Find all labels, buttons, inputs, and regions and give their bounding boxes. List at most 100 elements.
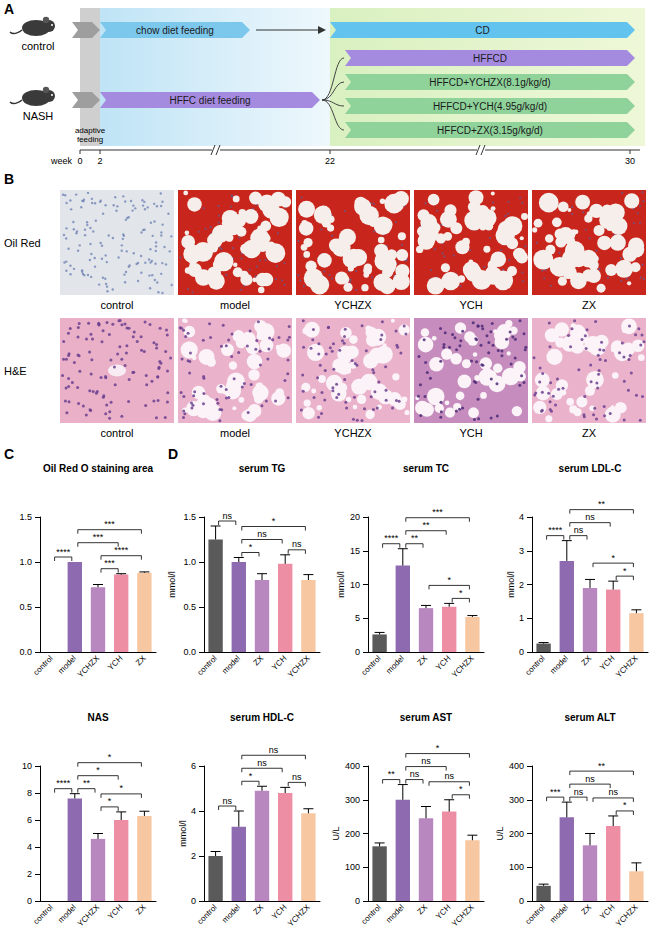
svg-text:3: 3	[519, 546, 524, 556]
svg-text:C: C	[4, 446, 14, 462]
svg-text:6: 6	[191, 761, 196, 771]
svg-text:*: *	[623, 566, 627, 576]
svg-text:0: 0	[519, 647, 524, 657]
svg-text:1: 1	[519, 613, 524, 623]
svg-text:control: control	[359, 654, 382, 677]
svg-text:D: D	[168, 446, 178, 462]
svg-text:model: model	[384, 903, 406, 925]
svg-text:YCH: YCH	[598, 903, 616, 921]
svg-text:5: 5	[355, 613, 360, 623]
svg-text:control: control	[100, 427, 133, 439]
svg-text:mmol/l: mmol/l	[167, 571, 177, 598]
svg-text:control: control	[195, 654, 218, 677]
svg-text:0: 0	[77, 156, 82, 166]
svg-text:***: ***	[104, 519, 115, 529]
svg-text:NASH: NASH	[23, 110, 54, 122]
svg-text:YCHZX: YCHZX	[450, 653, 476, 679]
svg-text:ns: ns	[421, 756, 431, 766]
svg-text:22: 22	[325, 156, 335, 166]
svg-text:0: 0	[355, 896, 360, 906]
svg-text:*: *	[623, 800, 627, 810]
svg-text:0.0: 0.0	[183, 647, 196, 657]
svg-text:0: 0	[191, 896, 196, 906]
svg-text:0: 0	[355, 647, 360, 657]
svg-text:*: *	[108, 796, 112, 806]
svg-text:****: ****	[384, 533, 399, 543]
svg-text:mmol/l: mmol/l	[336, 571, 346, 598]
svg-text:HFFCD+YCH(4.95g/kg/d): HFFCD+YCH(4.95g/kg/d)	[433, 101, 547, 112]
svg-text:0.0: 0.0	[19, 647, 32, 657]
svg-text:YCH: YCH	[106, 654, 124, 672]
svg-text:HFFCD+YCHZX(8.1g/kg/d): HFFCD+YCHZX(8.1g/kg/d)	[429, 77, 550, 88]
svg-text:ZX: ZX	[134, 902, 148, 916]
svg-text:ZX: ZX	[252, 653, 266, 667]
svg-text:model: model	[548, 654, 570, 676]
svg-text:****: ****	[56, 778, 71, 788]
svg-text:0.5: 0.5	[183, 602, 196, 612]
svg-text:HFFCD+ZX(3.15g/kg/d): HFFCD+ZX(3.15g/kg/d)	[437, 125, 543, 136]
svg-text:model: model	[384, 654, 406, 676]
svg-text:200: 200	[345, 829, 360, 839]
svg-text:YCHZX: YCHZX	[614, 653, 640, 679]
svg-text:**: **	[598, 761, 606, 771]
svg-text:model: model	[548, 903, 570, 925]
svg-text:control: control	[31, 903, 54, 926]
svg-text:**: **	[388, 769, 396, 779]
svg-text:YCH: YCH	[270, 654, 288, 672]
svg-text:U/L: U/L	[331, 826, 341, 840]
svg-text:400: 400	[345, 761, 360, 771]
svg-text:ZX: ZX	[416, 902, 430, 916]
svg-text:chow diet feeding: chow diet feeding	[136, 25, 214, 36]
svg-text:serum HDL-C: serum HDL-C	[230, 712, 294, 723]
svg-text:YCH: YCH	[106, 903, 124, 921]
svg-text:4: 4	[191, 806, 196, 816]
svg-text:ZX: ZX	[416, 653, 430, 667]
svg-text:YCH: YCH	[459, 299, 482, 311]
svg-text:****: ****	[114, 545, 129, 555]
svg-text:ns: ns	[292, 539, 302, 549]
svg-text:mmol/l: mmol/l	[178, 820, 188, 847]
svg-text:YCH: YCH	[434, 654, 452, 672]
svg-text:*: *	[96, 765, 100, 775]
svg-text:NAS: NAS	[87, 712, 108, 723]
svg-text:*: *	[249, 771, 253, 781]
svg-text:Oil Red O staining area: Oil Red O staining area	[43, 463, 153, 474]
svg-text:30: 30	[625, 156, 635, 166]
svg-text:HFFCD: HFFCD	[473, 53, 507, 64]
svg-text:serum LDL-C: serum LDL-C	[559, 463, 622, 474]
svg-text:YCHZX: YCHZX	[450, 902, 476, 928]
svg-text:feeding: feeding	[77, 135, 103, 144]
svg-text:model: model	[220, 427, 250, 439]
svg-text:2: 2	[27, 869, 32, 879]
svg-text:ns: ns	[574, 525, 584, 535]
svg-text:8: 8	[27, 788, 32, 798]
svg-text:model: model	[220, 903, 242, 925]
svg-text:ZX: ZX	[580, 902, 594, 916]
svg-text:H&E: H&E	[4, 365, 27, 377]
svg-text:100: 100	[509, 862, 524, 872]
svg-text:1.5: 1.5	[183, 512, 196, 522]
svg-text:200: 200	[509, 829, 524, 839]
svg-text:YCHZX: YCHZX	[334, 427, 372, 439]
svg-text:CD: CD	[475, 25, 489, 36]
svg-text:***: ***	[104, 558, 115, 568]
svg-text:20: 20	[350, 512, 360, 522]
svg-text:adaptive: adaptive	[75, 126, 106, 135]
svg-text:**: **	[83, 778, 91, 788]
svg-text:ns: ns	[585, 512, 595, 522]
svg-text:**: **	[422, 520, 430, 530]
svg-text:Oil Red: Oil Red	[4, 237, 41, 249]
svg-text:mmol/l: mmol/l	[506, 571, 516, 598]
svg-text:YCHZX: YCHZX	[76, 653, 102, 679]
svg-text:10: 10	[22, 761, 32, 771]
svg-text:*: *	[447, 575, 451, 585]
svg-text:1.0: 1.0	[19, 557, 32, 567]
svg-text:YCH: YCH	[459, 427, 482, 439]
svg-text:control: control	[195, 903, 218, 926]
svg-text:0.5: 0.5	[19, 602, 32, 612]
svg-text:**: **	[411, 533, 419, 543]
svg-text:15: 15	[350, 546, 360, 556]
svg-text:ns: ns	[574, 787, 584, 797]
svg-text:control: control	[523, 903, 546, 926]
svg-text:*: *	[436, 743, 440, 753]
